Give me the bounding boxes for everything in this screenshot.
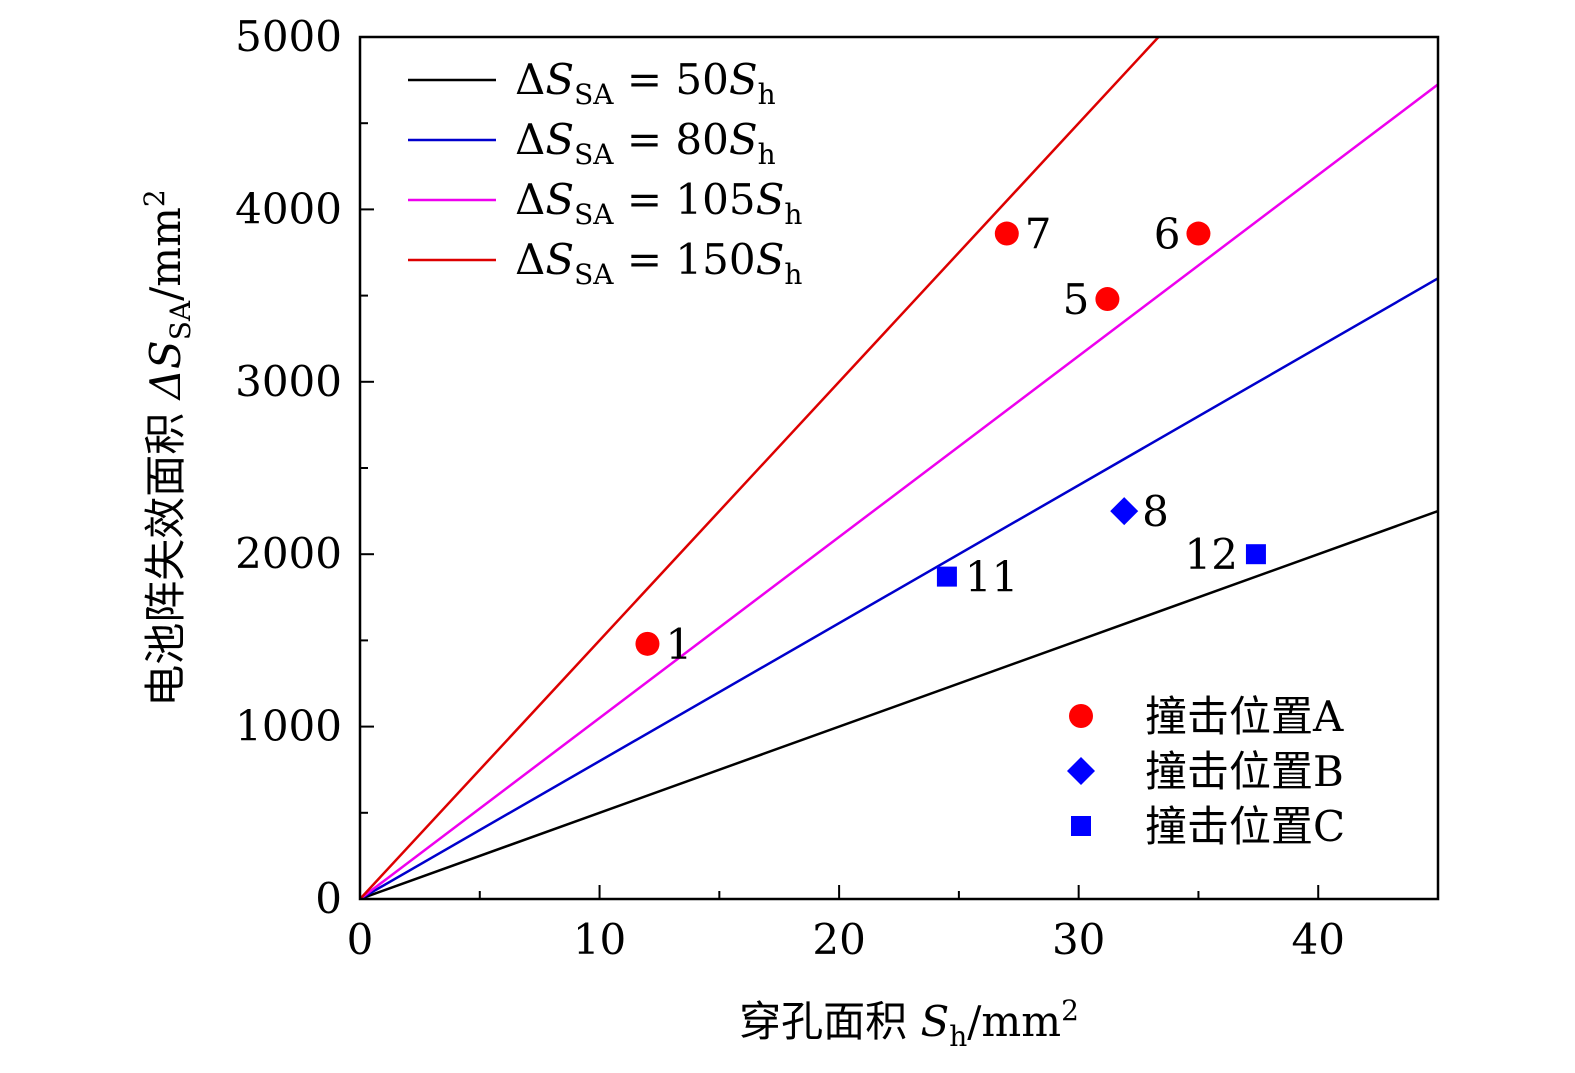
legend-marker-circle [1069,704,1093,728]
data-point-circle [635,631,660,656]
fit-line-150 [360,37,1161,899]
legend-line-label: ΔSSA = 150Sh [515,235,802,291]
fit-line-80 [360,277,1438,899]
data-point-square [936,566,957,587]
data-points: 1 75 6 8 11 12 [635,210,1266,669]
legend-line-label: ΔSSA = 105Sh [515,175,802,231]
data-point-square [1245,544,1266,565]
y-tick-label: 1000 [235,702,342,751]
y-tick-label: 3000 [235,357,342,406]
legend-markers: 撞击位置A 撞击位置B 撞击位置C [1067,692,1345,851]
point-label: 6 [1154,210,1181,259]
x-tick-label: 10 [573,915,626,964]
fit-line-50 [360,509,1438,899]
x-tick-label: 30 [1052,915,1105,964]
y-tick-label: 4000 [235,184,342,233]
legend-line-label: ΔSSA = 80Sh [515,115,776,171]
point-label: 12 [1184,530,1237,579]
x-tick-label: 40 [1291,915,1344,964]
data-point-circle [1186,221,1211,246]
y-tick-label: 0 [315,874,342,923]
legend-marker-label: 撞击位置A [1145,692,1344,741]
axis-ticks: 0 10 20 30 40 0 1000 2000 3000 4000 5000 [235,12,1345,964]
x-axis-title: 穿孔面积 Sh/mm2 [739,994,1079,1053]
x-tick-label: 20 [812,915,865,964]
legend-marker-label: 撞击位置C [1145,802,1345,851]
fit-lines [360,37,1438,899]
legend-marker-label: 撞击位置B [1145,747,1344,796]
y-tick-label: 5000 [235,12,342,61]
data-point-diamond [1110,497,1139,526]
fit-line-105 [360,83,1438,899]
data-point-circle [994,221,1019,246]
x-tick-label: 0 [347,915,374,964]
legend-marker-diamond [1067,757,1095,785]
legend-marker-square [1071,816,1091,836]
point-label: 1 [665,620,692,669]
point-label: 5 [1063,275,1090,324]
legend-line-label: ΔSSA = 50Sh [515,55,776,111]
y-tick-label: 2000 [235,529,342,578]
point-label: 8 [1142,487,1169,536]
y-axis-title: 电池阵失效面积 ΔSSA/mm2 [138,189,197,707]
data-point-circle [1095,287,1120,312]
point-label: 7 [1025,210,1052,259]
point-label: 11 [965,553,1018,602]
